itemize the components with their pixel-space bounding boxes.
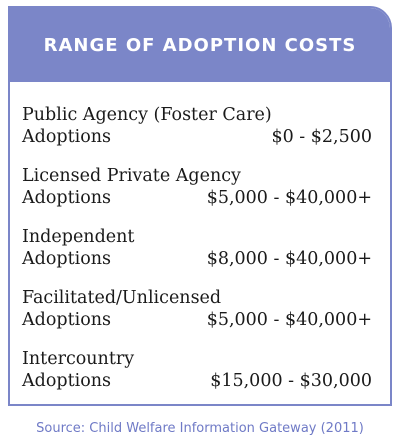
list-item: Licensed Private Agency Adoptions $5,000…: [22, 165, 376, 209]
adoption-label: Adoptions: [22, 371, 111, 391]
cost-range: $5,000 - $40,000+: [206, 188, 372, 208]
adoption-type: Facilitated/Unlicensed: [22, 288, 222, 308]
adoption-label: Adoptions: [22, 310, 111, 330]
cost-range: $15,000 - $30,000: [210, 371, 372, 391]
cost-range: $0 - $2,500: [271, 127, 372, 147]
adoption-type: Independent: [22, 227, 135, 247]
adoption-type: Intercountry: [22, 349, 135, 369]
cost-range: $5,000 - $40,000+: [206, 310, 372, 330]
adoption-label: Adoptions: [22, 249, 111, 269]
source-caption: Source: Child Welfare Information Gatewa…: [36, 421, 364, 436]
card-header: RANGE OF ADOPTION COSTS: [10, 8, 390, 82]
cost-list: Public Agency (Foster Care) Adoptions $0…: [10, 82, 390, 392]
list-item: Facilitated/Unlicensed Adoptions $5,000 …: [22, 287, 376, 331]
adoption-label: Adoptions: [22, 188, 111, 208]
adoption-label: Adoptions: [22, 127, 111, 147]
cost-card: RANGE OF ADOPTION COSTS Public Agency (F…: [8, 6, 392, 406]
adoption-type: Licensed Private Agency: [22, 166, 241, 186]
adoption-type: Public Agency (Foster Care): [22, 105, 272, 125]
card-title: RANGE OF ADOPTION COSTS: [43, 34, 357, 56]
cost-range: $8,000 - $40,000+: [206, 249, 372, 269]
list-item: Independent Adoptions $8,000 - $40,000+: [22, 226, 376, 270]
list-item: Public Agency (Foster Care) Adoptions $0…: [22, 104, 376, 148]
list-item: Intercountry Adoptions $15,000 - $30,000: [22, 348, 376, 392]
